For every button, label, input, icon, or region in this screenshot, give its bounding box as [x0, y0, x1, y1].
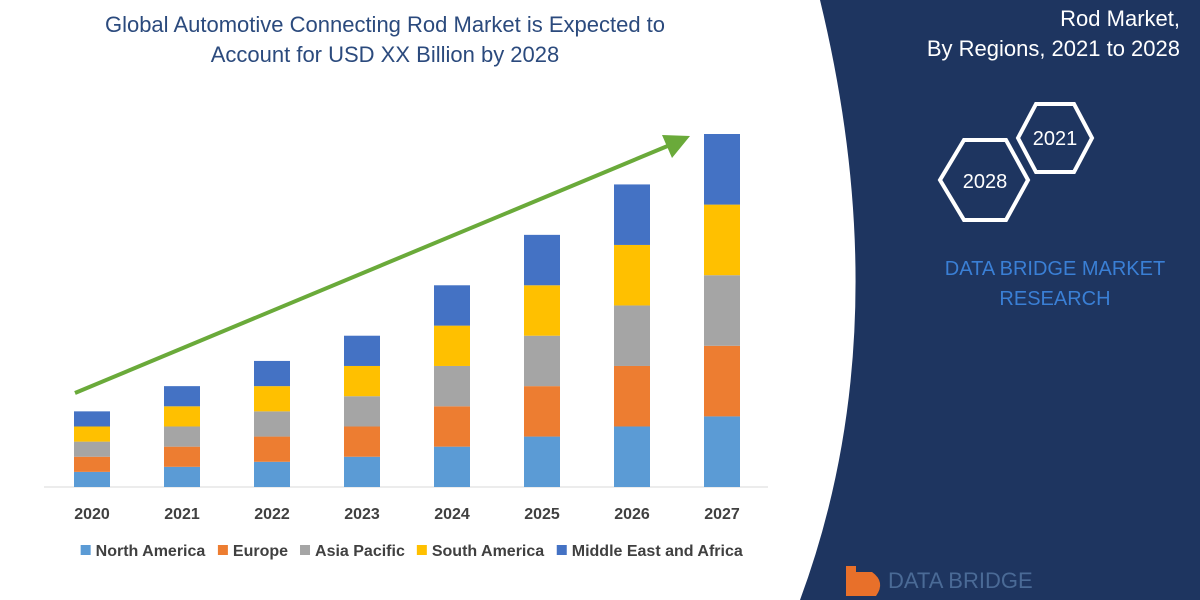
legend-item-asia-pacific: Asia Pacific — [300, 543, 405, 560]
bar-segment-2021-middle-east-and-africa — [164, 386, 200, 407]
bar-segment-2022-middle-east-and-africa — [254, 360, 290, 387]
bar-segment-2023-middle-east-and-africa — [344, 335, 380, 366]
bar-segment-2025-north-america — [524, 436, 560, 487]
bar-segment-2027-south-america — [704, 204, 740, 276]
side-panel-heading-line-2: By Regions, 2021 to 2028 — [926, 36, 1180, 61]
bar-segment-2027-north-america — [704, 416, 740, 487]
chart-title: Global Automotive Connecting Rod Market … — [40, 10, 730, 70]
x-tick-label: 2026 — [614, 506, 650, 523]
bar-segment-2027-europe — [704, 345, 740, 417]
side-panel — [800, 0, 1200, 600]
bars — [74, 134, 740, 487]
legend-item-middle-east-and-africa: Middle East and Africa — [556, 543, 743, 560]
legend: North America Europe Asia Pacific South Ame… — [80, 543, 743, 560]
bar-segment-2022-asia-pacific — [254, 411, 290, 437]
bar-segment-2020-south-america — [74, 426, 110, 442]
bar-segment-2025-europe — [524, 386, 560, 437]
hexagon-badge-2028: 2028 — [937, 138, 1031, 222]
logo-text: DATA BRIDGE — [888, 568, 1033, 593]
chart-title-line-2: Account for USD XX Billion by 2028 — [210, 42, 560, 67]
legend-item-europe: Europe — [217, 543, 288, 560]
bar-segment-2025-south-america — [524, 285, 560, 336]
bar-segment-2022-europe — [254, 436, 290, 462]
bar-segment-2026-asia-pacific — [614, 305, 650, 366]
bar-segment-2020-middle-east-and-africa — [74, 411, 110, 427]
bar-segment-2025-middle-east-and-africa — [524, 234, 560, 286]
bar-segment-2021-europe — [164, 446, 200, 467]
x-tick-label: 2027 — [704, 506, 740, 523]
brand-name-line-2: RESEARCH — [999, 288, 1111, 310]
legend-item-north-america: North America — [80, 543, 206, 560]
x-tick-label: 2022 — [254, 506, 290, 523]
bar-segment-2020-north-america — [74, 471, 110, 487]
legend-item-south-america: South America — [416, 543, 544, 560]
bar-segment-2024-asia-pacific — [434, 365, 470, 407]
legend-label: Europe — [233, 543, 288, 560]
bar-segment-2027-asia-pacific — [704, 275, 740, 346]
legend-label: North America — [96, 543, 206, 560]
bar-segment-2022-north-america — [254, 461, 290, 487]
side-panel-heading-line-1: Rod Market, — [1060, 6, 1180, 31]
trend-arrow-head-icon — [662, 135, 690, 158]
bar-segment-2023-south-america — [344, 365, 380, 397]
bar-segment-2020-europe — [74, 456, 110, 472]
hexagon-label: 2021 — [1033, 128, 1078, 150]
bar-segment-2021-north-america — [164, 466, 200, 487]
stacked-bar-chart: 2020 2021 2022 2023 2024 2025 2026 2027 North Am… — [44, 134, 768, 560]
bar-segment-2024-north-america — [434, 446, 470, 487]
bar-segment-2024-middle-east-and-africa — [434, 285, 470, 326]
logo-mark-icon — [846, 566, 881, 596]
bar-segment-2023-north-america — [344, 456, 380, 487]
bar-segment-2021-south-america — [164, 406, 200, 427]
bar-segment-2026-middle-east-and-africa — [614, 184, 650, 245]
bar-segment-2026-north-america — [614, 426, 650, 487]
bar-segment-2026-europe — [614, 365, 650, 427]
bar-segment-2022-south-america — [254, 386, 290, 412]
bar-segment-2024-south-america — [434, 325, 470, 366]
legend-label: Middle East and Africa — [572, 543, 743, 560]
hexagon-outline-icon — [937, 138, 1031, 222]
legend-swatch — [556, 545, 567, 555]
legend-swatch — [217, 545, 228, 555]
bar-segment-2021-asia-pacific — [164, 426, 200, 447]
side-panel-heading: Rod Market, By Regions, 2021 to 2028 — [860, 4, 1180, 64]
chart-title-line-1: Global Automotive Connecting Rod Market … — [104, 12, 666, 37]
hexagon-outline-icon — [1015, 102, 1095, 174]
hexagon-badge-2021: 2021 — [1015, 102, 1095, 174]
x-tick-label: 2020 — [74, 506, 110, 523]
legend-swatch — [300, 545, 311, 555]
legend-label: Asia Pacific — [315, 543, 405, 560]
bar-segment-2027-middle-east-and-africa — [704, 134, 740, 205]
bar-segment-2024-europe — [434, 406, 470, 447]
brand-name-line-1: DATA BRIDGE MARKET — [944, 258, 1166, 280]
x-tick-label: 2024 — [434, 506, 470, 523]
legend-label: South America — [432, 543, 544, 560]
bar-segment-2020-asia-pacific — [74, 441, 110, 457]
bar-segment-2025-asia-pacific — [524, 335, 560, 387]
bar-segment-2023-europe — [344, 426, 380, 457]
x-tick-label: 2025 — [524, 506, 560, 523]
bar-segment-2026-south-america — [614, 244, 650, 306]
hexagon-label: 2028 — [963, 171, 1008, 193]
data-bridge-logo — [846, 566, 881, 596]
trend-arrow-line — [74, 143, 671, 395]
legend-swatch — [416, 545, 427, 555]
brand-name: DATA BRIDGE MARKET RESEARCH — [920, 254, 1190, 314]
legend-swatch — [80, 545, 91, 555]
x-tick-label: 2021 — [164, 506, 200, 523]
x-tick-label: 2023 — [344, 506, 380, 523]
bar-segment-2023-asia-pacific — [344, 396, 380, 427]
